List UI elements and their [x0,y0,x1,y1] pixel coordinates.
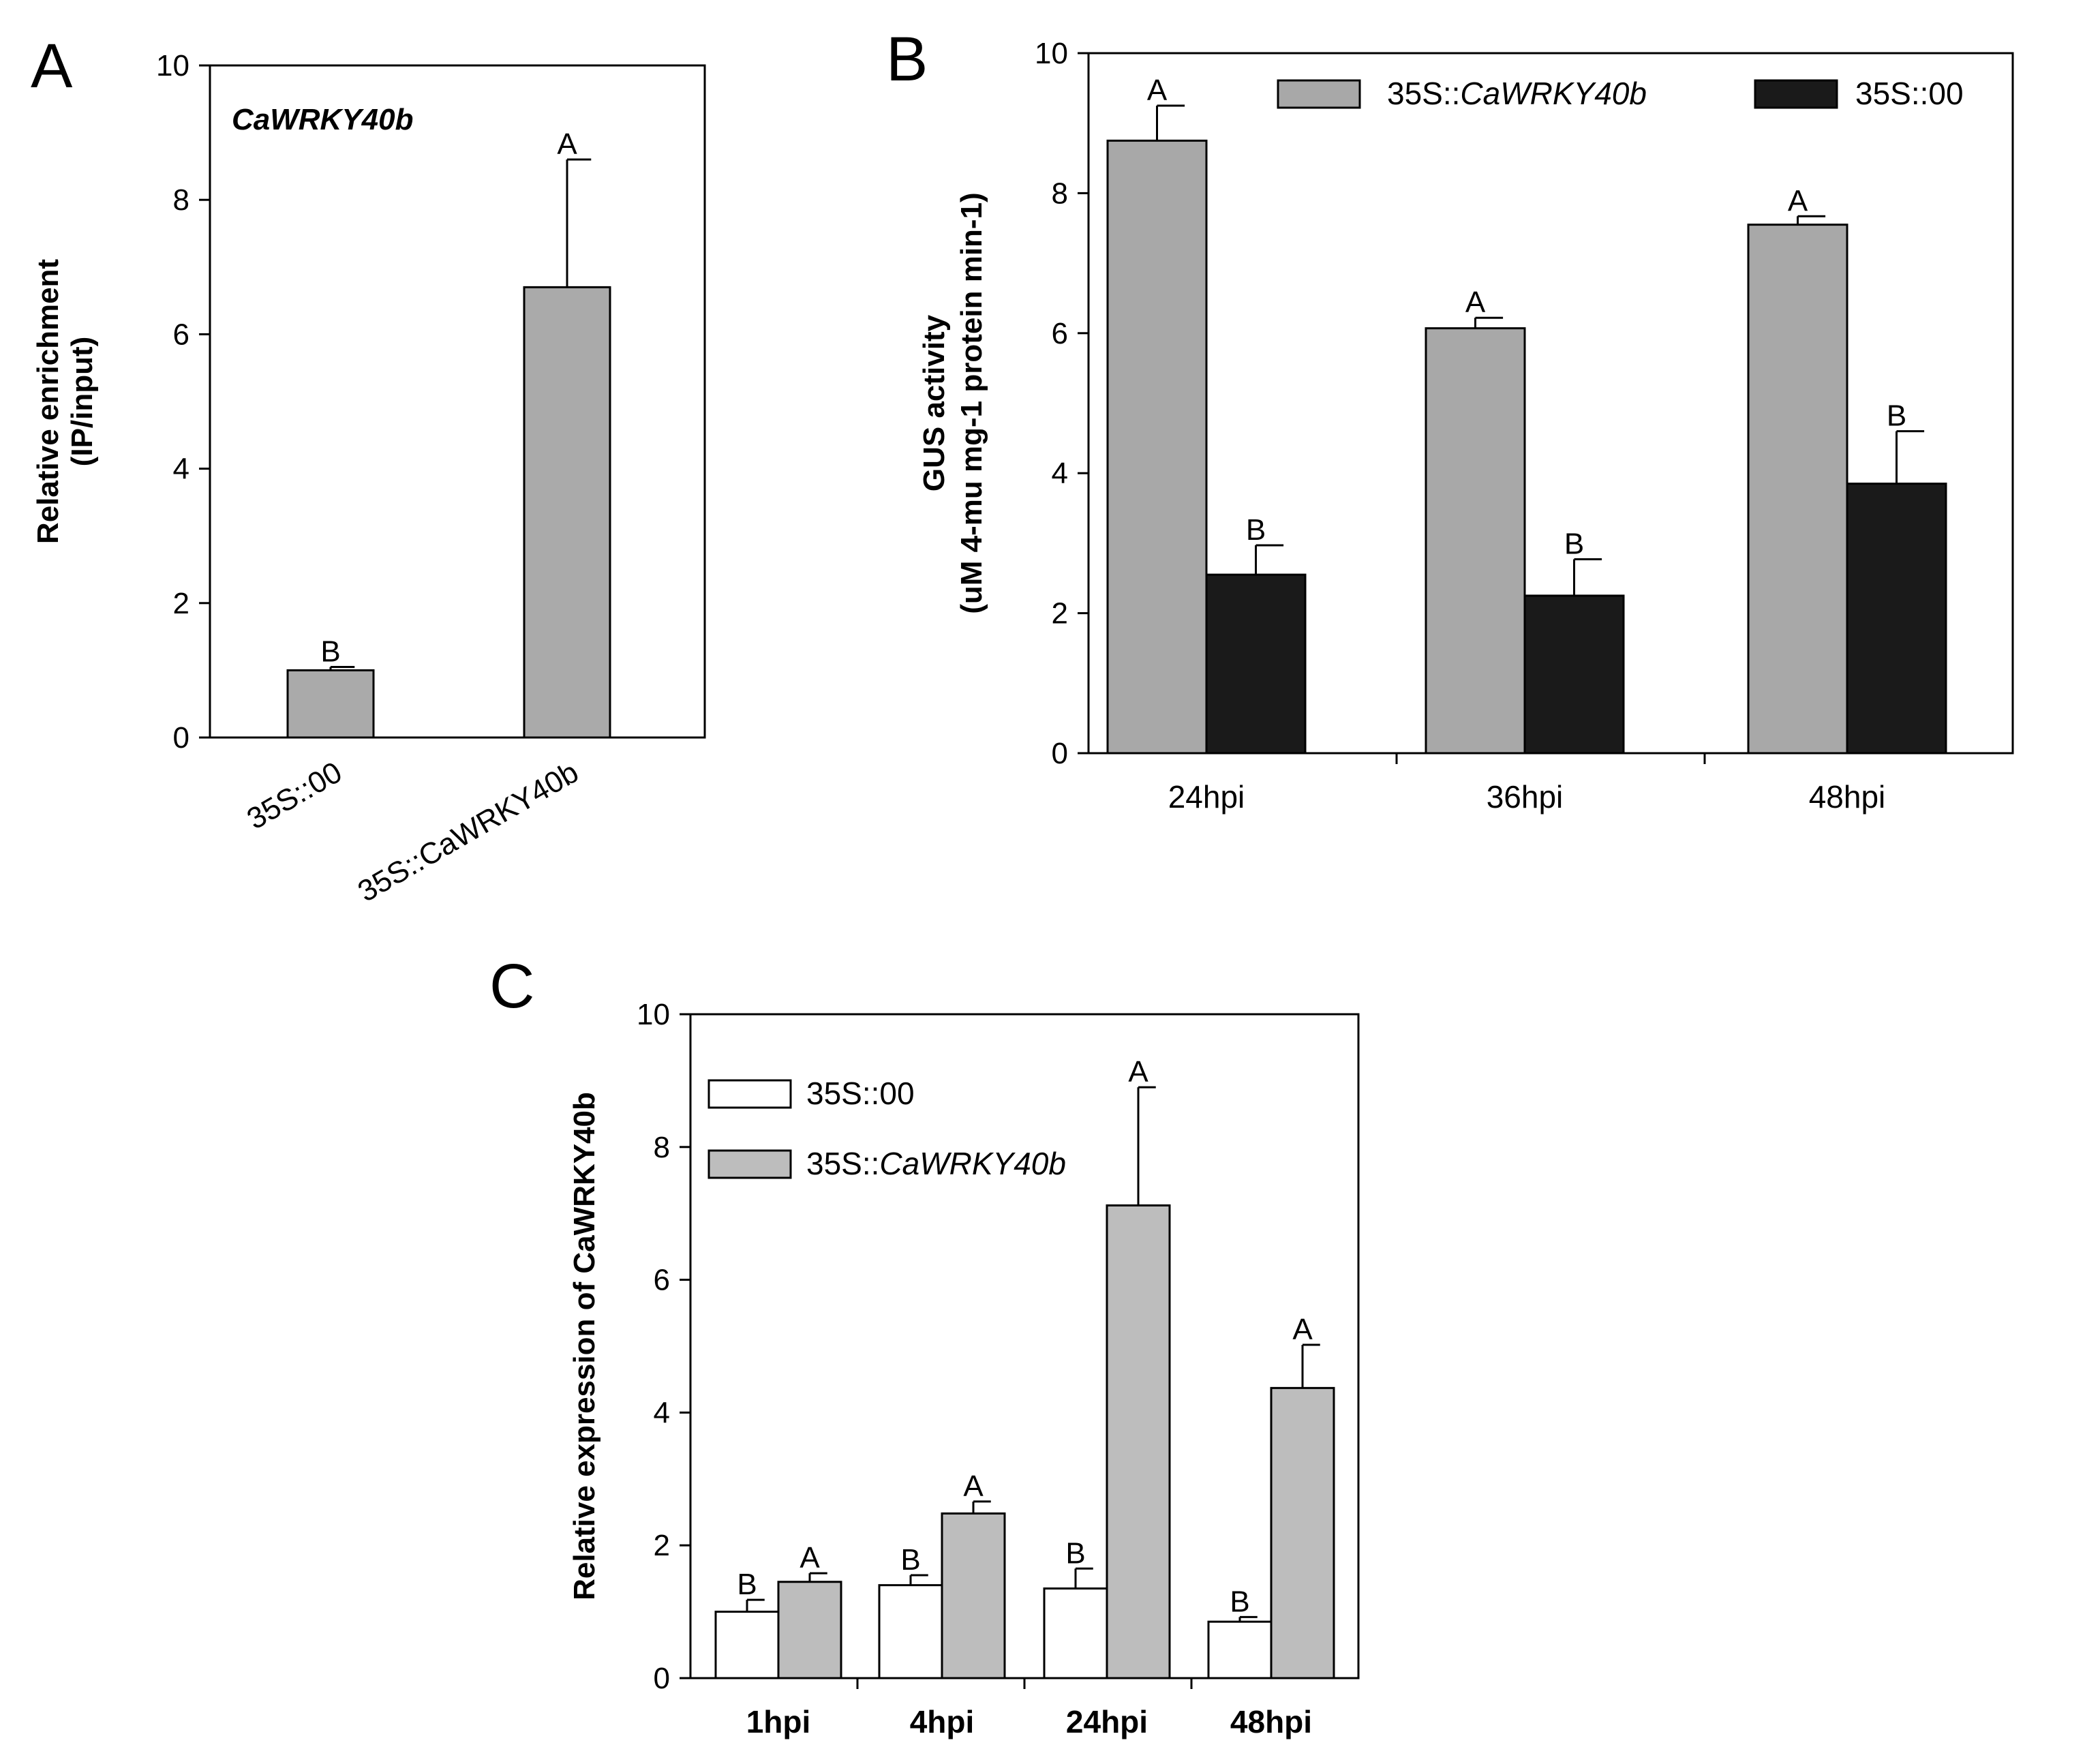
y-tick-label: 2 [1052,597,1068,630]
y-tick-label: 0 [173,721,189,755]
bar-35s-cawrky40b-0 [777,1581,842,1679]
bar-35s-00-2 [1846,483,1947,755]
y-tick-label: 10 [156,49,189,82]
legend-swatch [707,1149,792,1179]
panel-b-chart: B 0 2 4 6 8 10 GUS activity (uM 4-mu mg-1 protei… [886,25,2014,815]
bar-series-0 [286,669,375,739]
legend-label: 35S::CaWRKY40b [806,1146,1066,1181]
significance-letter: B [1887,399,1906,433]
significance-letter: A [800,1541,820,1575]
legend-label: 35S::00 [1855,76,1964,111]
y-tick-label: 0 [654,1662,670,1695]
y-axis-label: (IP/input) [65,337,99,467]
y-tick-label: 6 [173,318,189,351]
legend-swatch [1277,79,1361,109]
legend-label-prefix: 35S::00 [1855,76,1964,111]
bar-35s-00-0 [714,1611,780,1679]
x-category-label: 4hpi [910,1704,975,1739]
y-tick-label: 4 [1052,457,1068,490]
y-tick-label: 8 [654,1131,670,1164]
legend-label: 35S::00 [806,1076,915,1111]
y-tick-label: 2 [654,1529,670,1562]
bar-35s-cawrky40b-2 [1747,224,1848,755]
legend-label: 35S::CaWRKY40b [1387,76,1647,111]
plot-frame [689,1013,1360,1679]
bar-35s-cawrky40b-0 [1106,139,1208,755]
x-category-label: 24hpi [1066,1704,1148,1739]
bar-35s-00-1 [1523,594,1625,755]
significance-letter: A [1465,286,1486,319]
y-tick-label: 8 [1052,177,1068,210]
legend-label-prefix: 35S:: [1387,76,1460,111]
significance-letter: B [737,1568,757,1601]
legend-swatch [707,1079,792,1109]
bar-35s-00-2 [1043,1587,1108,1679]
y-tick-label: 8 [173,183,189,217]
significance-letter: A [557,127,577,161]
significance-letter: A [1292,1313,1313,1346]
y-axis-label: Relative expression of CaWRKY40b [568,1092,601,1600]
plot-frame [209,64,706,739]
significance-letter: A [1147,74,1168,107]
bar-35s-cawrky40b-2 [1106,1204,1171,1679]
x-category-label: 48hpi [1230,1704,1312,1739]
legend-label-prefix: 35S::00 [806,1076,915,1111]
legend-label-prefix: 35S:: [806,1146,879,1181]
y-axis-label: Relative enrichment [31,259,65,544]
significance-letter: A [1128,1055,1148,1089]
significance-letter: A [963,1470,984,1503]
x-category-label: 24hpi [1168,779,1245,815]
panel-letter: B [886,25,928,94]
y-tick-label: 2 [173,587,189,620]
x-category-label: 35S::00 [241,755,348,836]
y-tick-label: 4 [173,453,189,486]
legend-label-italic: CaWRKY40b [1460,76,1647,111]
significance-letter: B [1564,528,1584,561]
y-tick-label: 6 [1052,317,1068,350]
x-category-label: 48hpi [1809,779,1886,815]
bar-35s-00-3 [1207,1620,1273,1679]
bar-35s-cawrky40b-1 [941,1512,1006,1679]
y-tick-label: 6 [654,1264,670,1297]
significance-letter: B [320,635,340,668]
chart-title: CaWRKY40b [232,103,414,136]
bar-35s-00-0 [1205,573,1307,755]
panel-letter: C [489,952,534,1021]
y-tick-label: 10 [1035,37,1068,70]
bar-35s-cawrky40b-3 [1270,1386,1335,1679]
significance-letter: A [1788,184,1808,217]
significance-letter: B [900,1543,920,1577]
x-category-label: 1hpi [746,1704,811,1739]
y-tick-label: 10 [637,998,670,1031]
significance-letter: B [1246,513,1266,547]
legend-label-italic: CaWRKY40b [879,1146,1066,1181]
bar-35s-cawrky40b-1 [1425,327,1526,755]
y-axis-label: GUS activity [917,314,951,491]
panel-c-chart: C 0 2 4 6 8 10 Relative expression of CaWRKY40b… [489,952,1360,1739]
panel-letter: A [31,31,73,101]
y-tick-label: 0 [1052,737,1068,770]
significance-letter: B [1230,1585,1249,1618]
x-category-label: 36hpi [1487,779,1564,815]
significance-letter: B [1065,1536,1085,1570]
bar-series-1 [523,286,611,739]
panel-a-chart: A 0 2 4 6 8 10 Relative enrichment (IP/input) CaW… [31,31,706,909]
legend-swatch [1754,79,1838,109]
y-axis-label: (uM 4-mu mg-1 protein min-1) [955,192,988,613]
bar-35s-00-1 [878,1584,943,1679]
x-category-label: 35S::CaWRKY40b [352,755,584,909]
y-tick-label: 4 [654,1396,670,1429]
